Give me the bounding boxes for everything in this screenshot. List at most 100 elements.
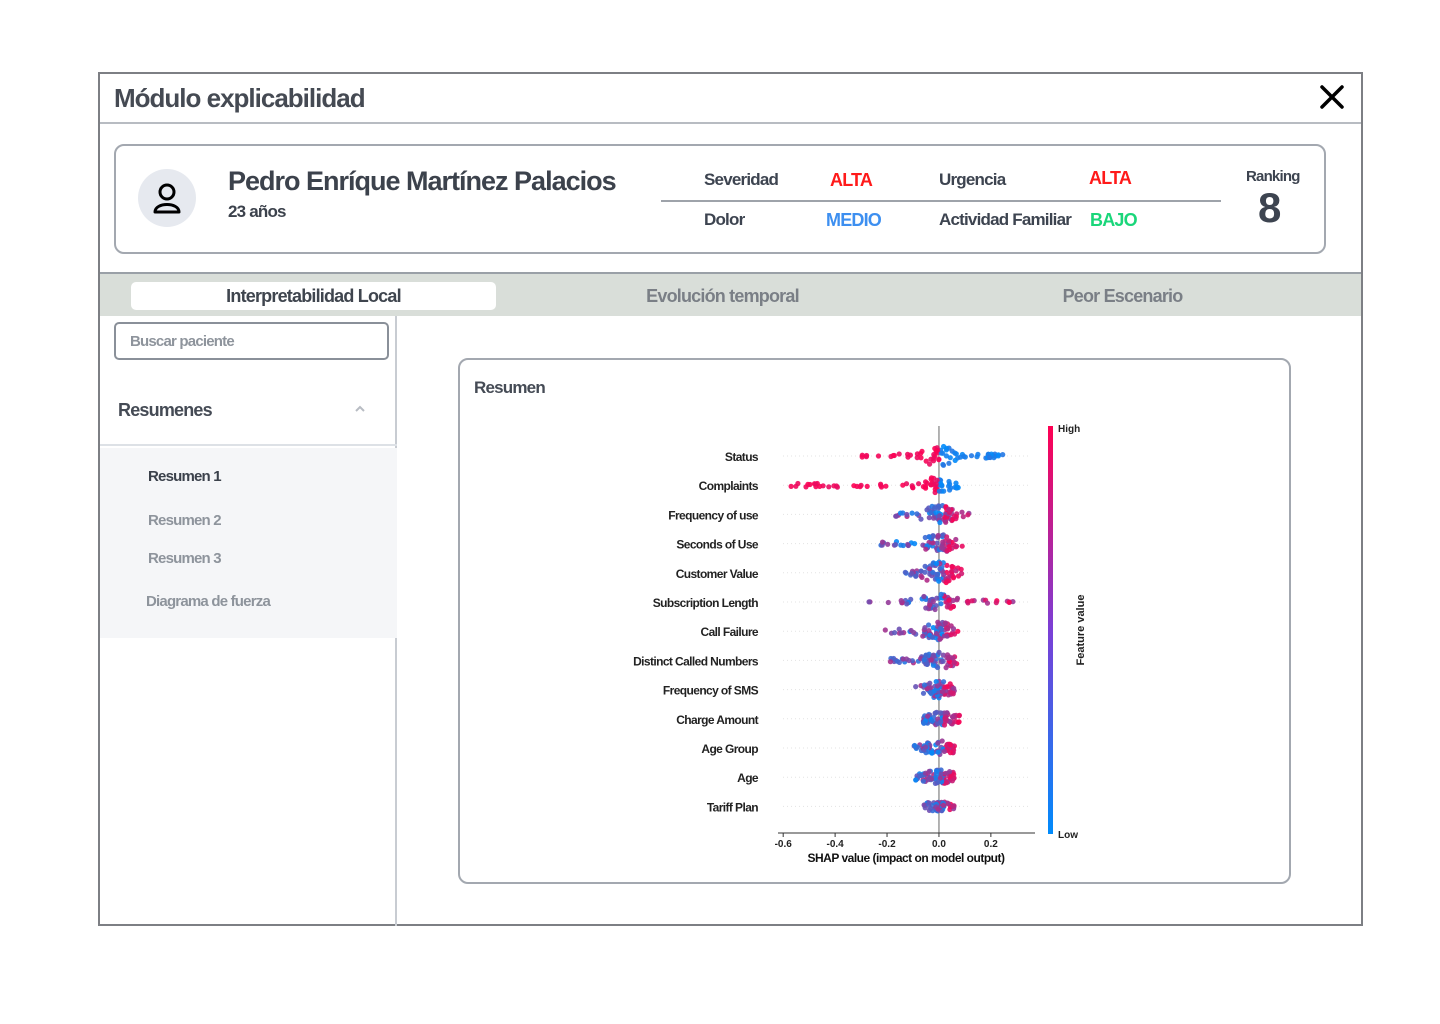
shap-point: [918, 573, 924, 579]
shap-point: [926, 622, 932, 628]
shap-point: [939, 689, 946, 695]
shap-point: [974, 454, 980, 460]
close-icon: [1320, 85, 1344, 109]
shap-point: [930, 625, 936, 631]
shap-point: [913, 684, 919, 690]
shap-point: [936, 488, 942, 494]
shap-point: [931, 515, 937, 521]
shap-point: [927, 566, 933, 572]
tab-peor-escenario[interactable]: Peor Escenario: [1062, 285, 1184, 306]
shap-point: [885, 599, 891, 606]
shap-point: [935, 806, 941, 812]
shap-point: [930, 598, 936, 605]
shap-point: [935, 740, 941, 746]
shap-point: [944, 780, 950, 786]
shap-point: [956, 712, 962, 718]
shap-point: [945, 801, 951, 807]
tab-evolucion-temporal[interactable]: Evolución temporal: [646, 285, 799, 306]
metric-family-activity-value: BAJO: [1090, 210, 1138, 230]
shap-point: [923, 479, 929, 485]
shap-point: [892, 630, 898, 636]
shap-point: [913, 573, 919, 579]
shap-point: [912, 541, 918, 547]
shap-point: [923, 605, 929, 611]
summary-card: Resumen Status Complaints Frequency of use…: [458, 358, 1291, 884]
shap-point: [934, 683, 940, 689]
metric-severity-label: Severidad: [704, 170, 779, 189]
ranking-value: 8: [1258, 184, 1282, 231]
shap-point: [926, 768, 932, 774]
patient-age: 23 años: [228, 202, 287, 221]
close-button[interactable]: [1317, 82, 1347, 112]
shap-point: [947, 769, 953, 775]
tab-interpretabilidad-local[interactable]: Interpretabilidad Local: [131, 282, 496, 310]
shap-point: [954, 595, 961, 601]
shap-point: [933, 481, 939, 487]
shap-point: [941, 710, 947, 716]
shap-point: [896, 659, 902, 665]
shap-point: [969, 598, 975, 604]
metric-urgency-label: Urgencia: [939, 170, 1006, 189]
shap-point: [938, 625, 944, 631]
shap-point: [928, 805, 934, 812]
shap-point: [1006, 599, 1012, 605]
shap-point: [927, 461, 933, 467]
shap-point: [951, 685, 957, 691]
x-tick-label: -0.4: [826, 839, 844, 850]
shap-point: [932, 710, 939, 716]
shap-point: [951, 659, 957, 665]
shap-point: [933, 679, 939, 685]
shap-point: [909, 570, 915, 577]
shap-point: [959, 509, 965, 515]
shap-point: [934, 540, 940, 546]
shap-point: [949, 714, 956, 720]
shap-point: [942, 514, 948, 520]
feature-label: Complaints: [699, 479, 759, 493]
shap-point: [936, 649, 942, 655]
search-input[interactable]: [114, 322, 389, 360]
shap-point: [984, 600, 991, 606]
resumenes-section-header[interactable]: Resumenes: [100, 376, 397, 446]
shap-point: [914, 451, 920, 457]
shap-point: [934, 448, 940, 454]
shap-point: [921, 682, 928, 688]
shap-point: [932, 606, 938, 613]
window-title: Módulo explicabilidad: [114, 83, 366, 113]
shap-point: [939, 545, 945, 551]
shap-point: [923, 652, 929, 658]
shap-point: [929, 750, 935, 756]
ranking-label: Ranking: [1246, 168, 1300, 185]
shap-point: [946, 597, 952, 603]
shap-point: [864, 452, 870, 459]
shap-point: [960, 514, 966, 520]
shap-point: [941, 722, 948, 728]
shap-point: [950, 803, 956, 809]
shap-point: [935, 779, 941, 785]
shap-point: [925, 777, 931, 783]
shap-point: [866, 599, 872, 605]
sidebar-item-resumen-2[interactable]: Resumen 2: [148, 512, 222, 529]
shap-point: [944, 534, 950, 540]
shap-point: [883, 483, 889, 489]
shap-point: [928, 475, 935, 481]
shap-point: [949, 564, 955, 570]
shap-point: [940, 802, 946, 808]
shap-point: [923, 744, 929, 750]
sidebar-item-diagrama-de-fuerza[interactable]: Diagrama de fuerza: [146, 593, 271, 610]
shap-point: [947, 481, 953, 487]
shap-point: [914, 511, 920, 517]
sidebar-item-resumen-3[interactable]: Resumen 3: [148, 550, 222, 567]
sidebar-item-resumen-1[interactable]: Resumen 1: [148, 468, 222, 485]
shap-point: [944, 633, 950, 639]
shap-point: [935, 749, 941, 755]
shap-point: [942, 620, 948, 626]
shap-point: [924, 686, 930, 692]
shap-point: [936, 456, 942, 462]
shap-point: [891, 655, 897, 662]
feature-label: Subscription Length: [653, 596, 759, 610]
shap-point: [934, 477, 940, 483]
shap-point: [913, 777, 919, 783]
shap-point: [942, 715, 948, 721]
shap-point: [928, 657, 934, 663]
shap-point: [944, 578, 950, 584]
